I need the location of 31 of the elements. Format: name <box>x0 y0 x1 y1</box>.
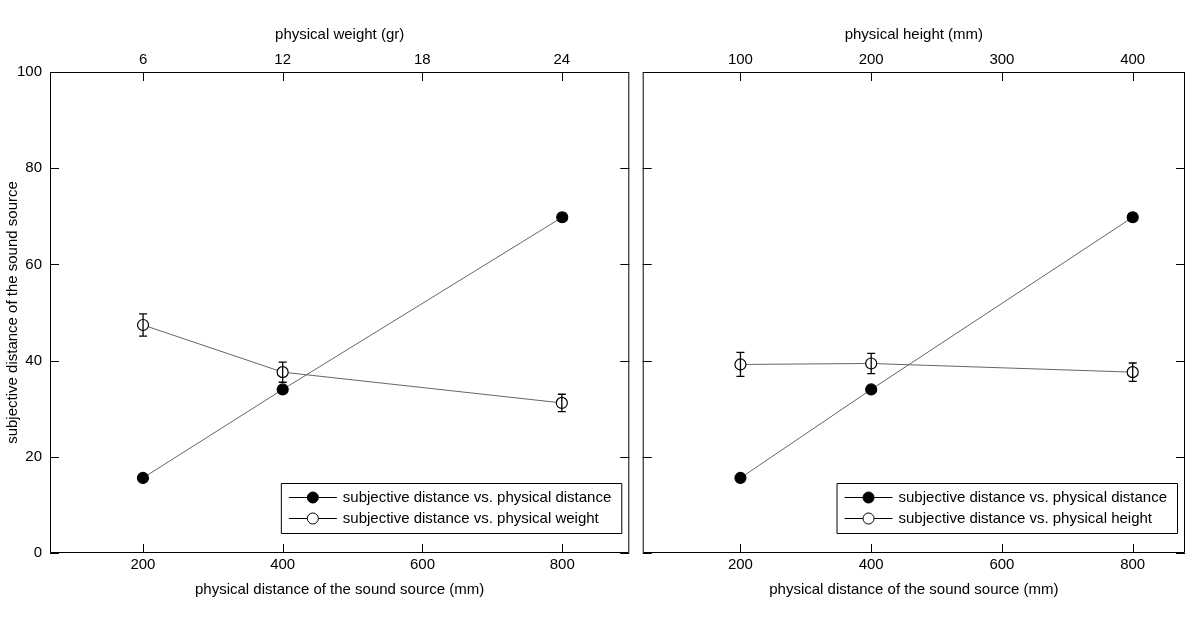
x2-tick-label: 18 <box>413 50 431 68</box>
y-tick-label: 100 <box>16 62 42 80</box>
x-tick-label: 600 <box>989 555 1015 573</box>
y-tick-label: 0 <box>33 543 42 561</box>
x-tick-label: 200 <box>130 555 156 573</box>
x-axis-title: physical distance of the sound source (mm) <box>769 580 1059 598</box>
y-axis-title: subjective distance of the sound source <box>3 181 21 444</box>
x2-axis-title: physical height (mm) <box>844 25 984 43</box>
y-tick-label: 20 <box>25 446 42 464</box>
x2-tick-label: 300 <box>989 50 1015 68</box>
y-tick-label: 60 <box>25 254 42 272</box>
legend-label: subjective distance vs. physical distance <box>898 487 1168 505</box>
x-tick-label: 200 <box>727 555 753 573</box>
y-tick-label: 80 <box>25 158 42 176</box>
x2-tick-label: 100 <box>727 50 753 68</box>
x2-axis-title: physical weight (gr) <box>275 25 405 43</box>
x-tick-label: 600 <box>409 555 435 573</box>
x-axis-title: physical distance of the sound source (mm) <box>194 580 485 598</box>
legend-label: subjective distance vs. physical distance <box>342 487 612 505</box>
x-tick-label: 400 <box>270 555 296 573</box>
y-tick-label: 40 <box>25 350 42 368</box>
legend-label: subjective distance vs. physical height <box>898 508 1153 526</box>
x2-tick-label: 12 <box>274 50 291 68</box>
x2-tick-label: 24 <box>553 50 571 68</box>
x2-tick-label: 200 <box>858 50 884 68</box>
x-tick-label: 800 <box>1120 555 1146 573</box>
x-tick-label: 800 <box>549 555 575 573</box>
legend-label: subjective distance vs. physical weight <box>342 508 600 526</box>
x-tick-label: 400 <box>858 555 884 573</box>
x2-tick-label: 400 <box>1120 50 1146 68</box>
x2-tick-label: 6 <box>138 50 148 68</box>
